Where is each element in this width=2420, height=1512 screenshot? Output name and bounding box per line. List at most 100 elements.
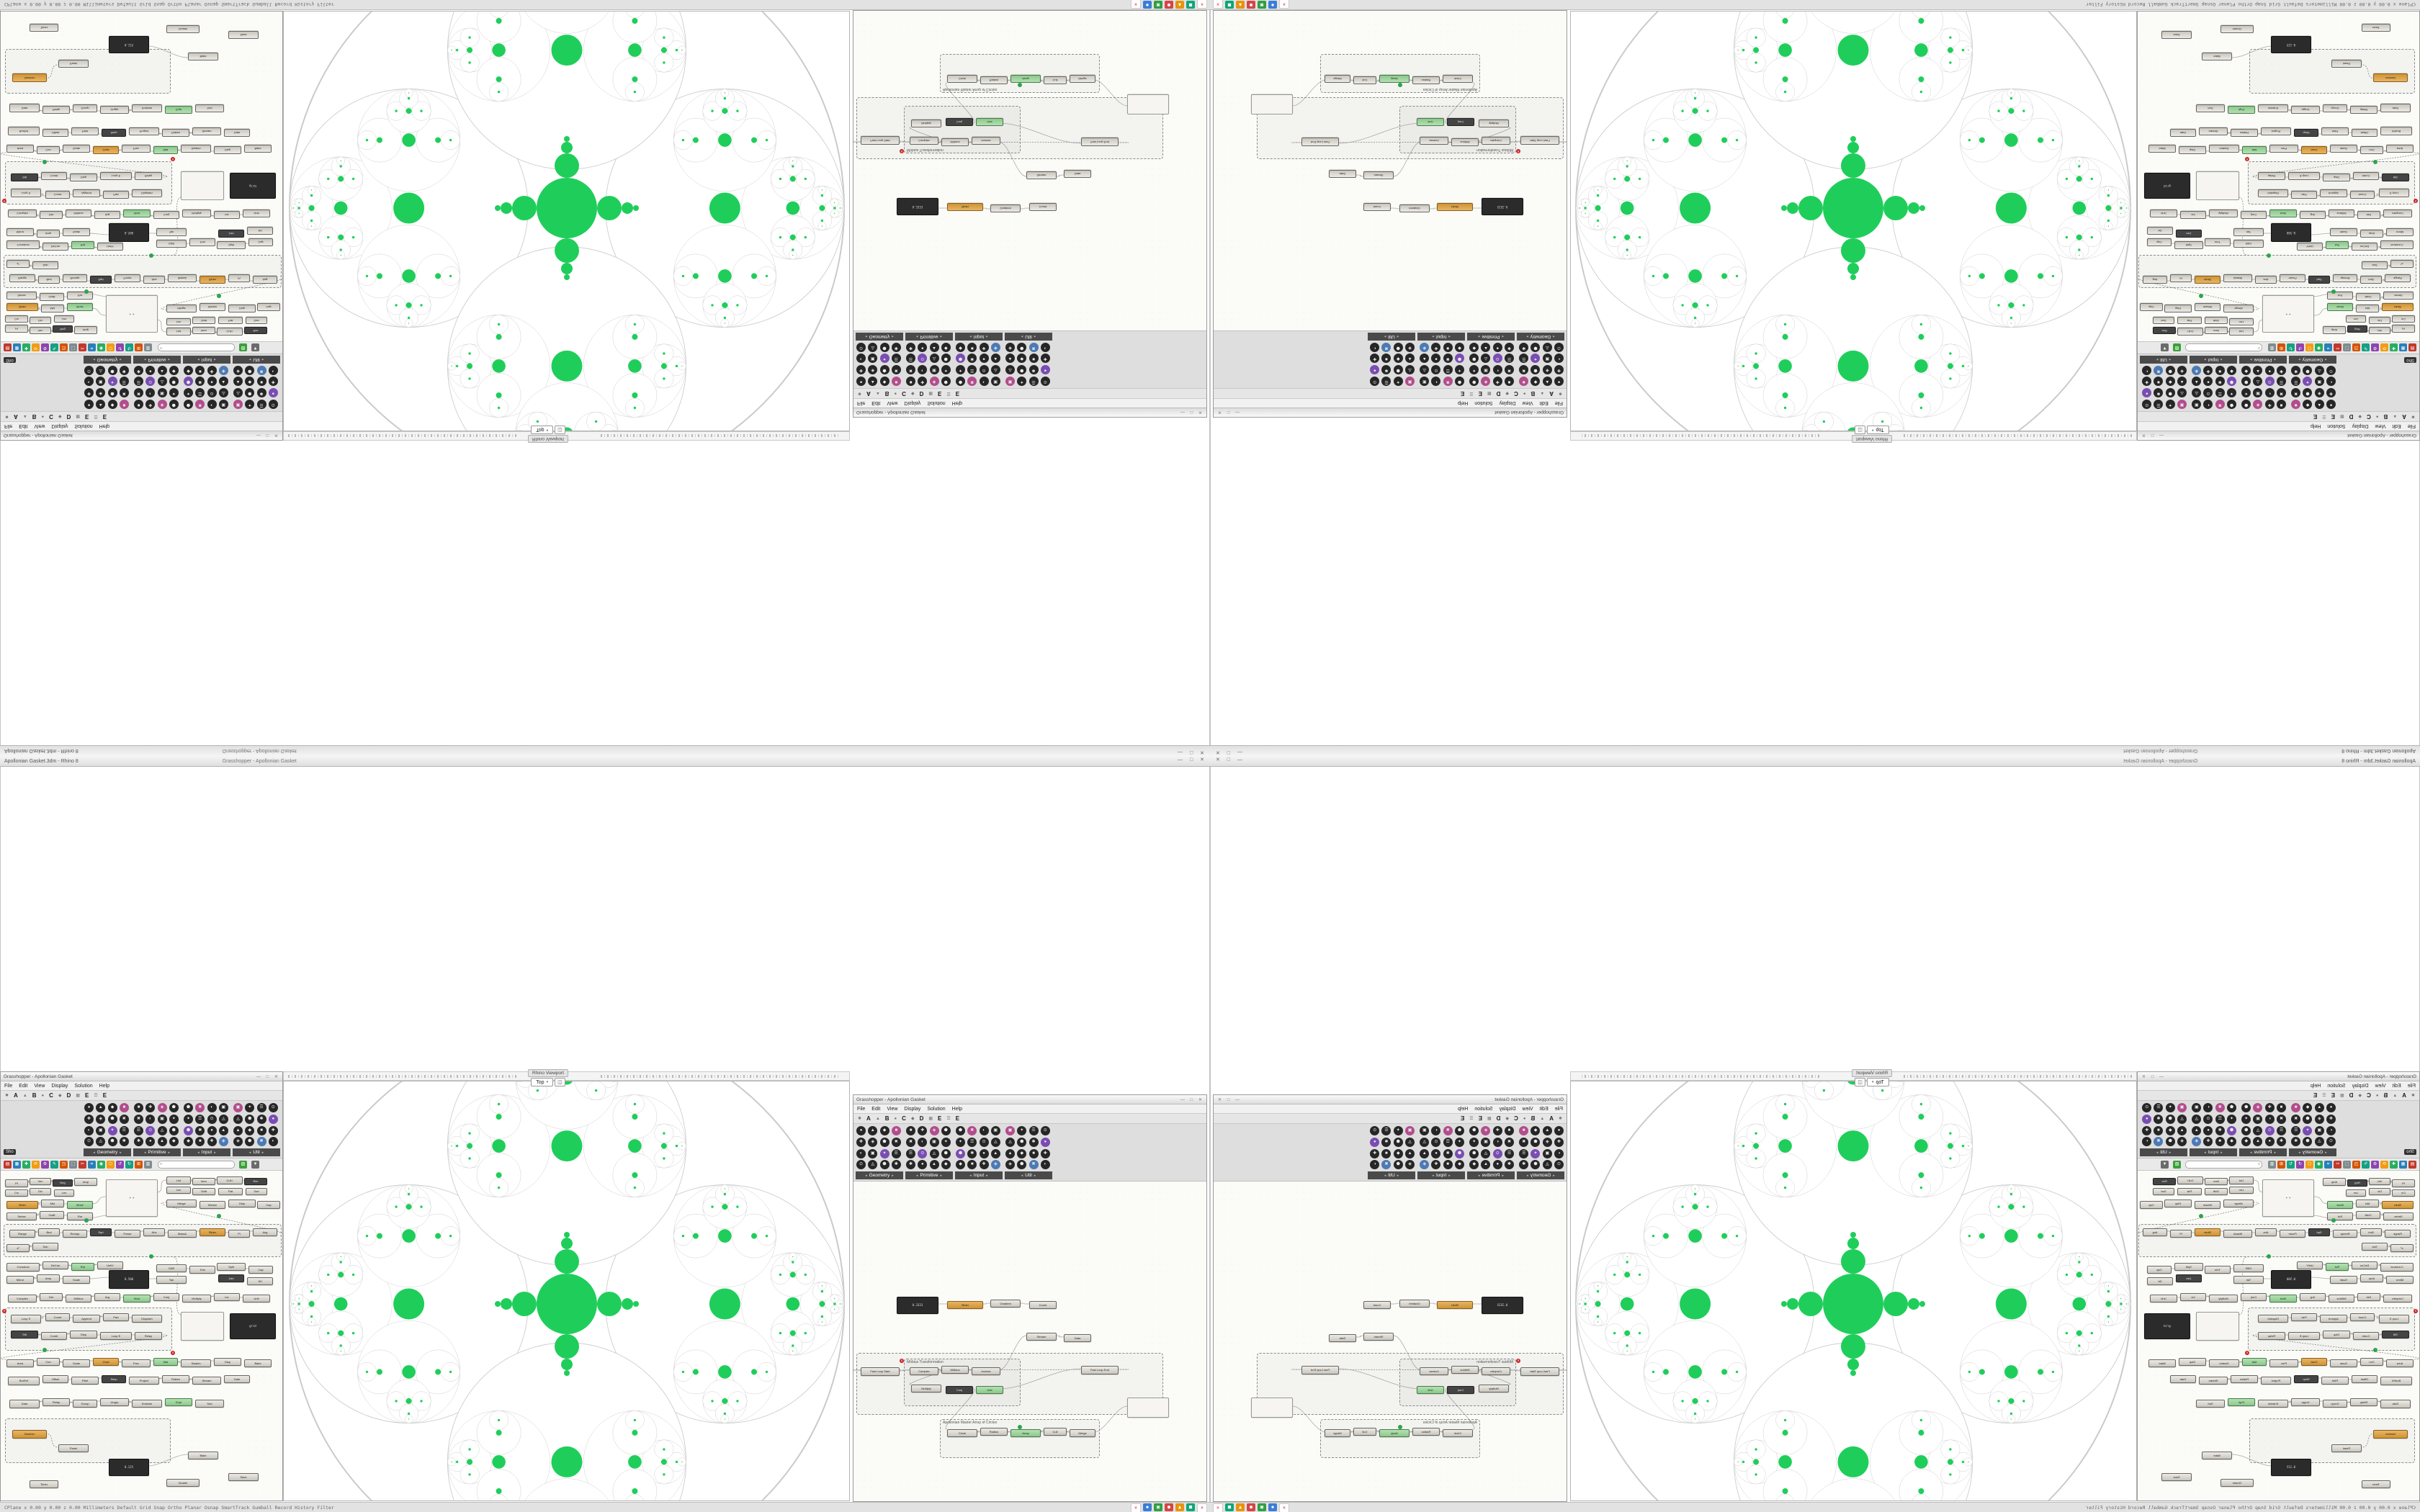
gh-component[interactable]: Remap — [63, 1230, 87, 1238]
component-icon[interactable]: ◐ — [268, 1137, 278, 1147]
gh-component[interactable]: 0.500 — [109, 1270, 149, 1289]
gh-component[interactable]: Tan — [156, 228, 187, 236]
gh-component[interactable]: Comb — [41, 172, 67, 180]
tab-icon[interactable]: ▲ — [1540, 391, 1545, 396]
tab-e[interactable]: E — [938, 390, 942, 397]
component-icon[interactable]: ▲ — [157, 365, 167, 375]
component-icon[interactable]: ✦ — [184, 1114, 193, 1124]
gh-component[interactable]: Number — [12, 73, 47, 82]
gh-component[interactable]: Amp — [37, 1274, 60, 1282]
gh-component[interactable]: Scale — [2330, 228, 2357, 236]
grasshopper-window-buttons[interactable]: — □ ✕ — [256, 433, 280, 438]
gh-component[interactable]: Part — [2291, 1313, 2317, 1321]
tab-c[interactable]: C — [1514, 390, 1518, 397]
gh-component[interactable]: Count — [1363, 1301, 1391, 1309]
tab-icon[interactable]: ◆ — [58, 1094, 62, 1098]
gh-component[interactable]: Circle — [1443, 1429, 1473, 1437]
gh-component[interactable]: Abs — [2255, 276, 2277, 284]
gh-component[interactable]: Crv — [5, 1189, 28, 1197]
gh-file-icon[interactable]: ▧ — [239, 1160, 247, 1169]
toolbar-icon[interactable]: ◉ — [97, 343, 105, 352]
gh-component[interactable]: Prev — [2269, 1359, 2298, 1367]
gh-component[interactable]: Weave — [2195, 1201, 2220, 1209]
component-icon[interactable]: ☰ — [1519, 1148, 1529, 1158]
viewport-tab-top[interactable]: Top ▾ — [1866, 1078, 1889, 1086]
component-icon[interactable]: ✖ — [1028, 1160, 1039, 1170]
component-icon[interactable]: ✖ — [891, 1137, 901, 1147]
gh-component[interactable]: UnitY — [97, 1261, 123, 1269]
component-icon[interactable]: ✱ — [1381, 1137, 1392, 1147]
component-icon[interactable]: ✱ — [256, 388, 266, 398]
component-icon[interactable]: ✱ — [195, 1125, 205, 1135]
gh-component[interactable]: Slider — [2382, 1201, 2414, 1209]
toolbar-icon[interactable]: ⚙ — [41, 343, 49, 352]
gh-component[interactable]: Neg — [53, 325, 73, 333]
component-icon[interactable]: ⬟ — [1393, 1160, 1403, 1170]
component-icon[interactable]: ◐ — [918, 1137, 928, 1147]
gh-component[interactable]: Data — [9, 1400, 40, 1408]
component-icon[interactable]: ◐ — [979, 377, 989, 386]
component-icon[interactable]: ▣ — [1420, 1126, 1430, 1135]
viewport-canvas[interactable] — [283, 11, 850, 431]
toolbar-icon[interactable]: ↺ — [2296, 1160, 2304, 1169]
component-icon[interactable]: ⬟ — [1531, 1137, 1541, 1147]
gh-component[interactable]: Complex — [2383, 1295, 2412, 1302]
gh-component[interactable]: Append — [2320, 189, 2347, 197]
gh-component[interactable]: Srf — [2147, 227, 2173, 235]
gh-component[interactable]: Range — [2385, 1230, 2411, 1238]
gh-component[interactable]: Array — [1379, 1429, 1410, 1437]
toolbar-icon[interactable]: ✚ — [2390, 343, 2398, 352]
menu-item-view[interactable]: View — [887, 1106, 898, 1112]
gh-component[interactable]: Expl — [2228, 106, 2255, 114]
component-icon[interactable]: ◐ — [1431, 1126, 1441, 1135]
gh-component[interactable]: Rot — [2326, 1263, 2349, 1271]
component-icon[interactable]: ● — [2142, 388, 2152, 398]
gh-component[interactable]: Cap — [257, 1201, 280, 1209]
tab-icon[interactable]: ☰ — [2322, 414, 2326, 418]
gh-component[interactable]: Timer — [2362, 24, 2390, 32]
gh-component[interactable]: Ungrp — [100, 106, 129, 114]
gh-component[interactable]: Cull i — [217, 328, 243, 336]
component-icon[interactable]: ● — [918, 342, 928, 352]
component-icon[interactable]: ■ — [1519, 1126, 1529, 1135]
gh-component[interactable]: Project — [2261, 127, 2291, 135]
component-icon[interactable]: ◬ — [96, 365, 106, 375]
component-icon[interactable]: ◬ — [990, 365, 1000, 375]
component-icon[interactable]: ◬ — [1005, 1137, 1015, 1147]
component-icon[interactable]: ⊙ — [1431, 1137, 1441, 1147]
gh-component[interactable]: Cen — [37, 146, 60, 154]
component-icon[interactable]: ✱ — [119, 1137, 129, 1147]
gh-component[interactable]: Sift — [11, 174, 38, 181]
component-icon[interactable]: ✖ — [891, 365, 901, 375]
menu-item-file[interactable]: File — [857, 1106, 866, 1112]
gh-component[interactable]: Sort — [2153, 1188, 2174, 1195]
tab-d[interactable]: D — [66, 1092, 71, 1099]
menu-item-solution[interactable]: Solution — [927, 400, 946, 406]
tab-icon[interactable]: ▲ — [2393, 414, 2398, 419]
gh-component[interactable]: Flat — [2177, 1188, 2202, 1195]
palette-group-label[interactable]: ◂ Input ▸ — [183, 356, 230, 364]
gh-component[interactable]: Circle — [1443, 75, 1473, 83]
component-icon[interactable]: ⊙ — [856, 1160, 866, 1170]
gh-component[interactable]: Stream — [192, 1377, 221, 1385]
gh-component[interactable]: 0.125 — [109, 36, 149, 53]
tab-icon[interactable]: ▲ — [22, 414, 27, 419]
viewport-tab-top[interactable]: Top ▾ — [1866, 426, 1889, 434]
menu-item-file[interactable]: File — [2407, 423, 2416, 429]
viewport-grid-button[interactable]: ◫ — [555, 426, 565, 434]
component-icon[interactable]: ⬢ — [2303, 365, 2313, 375]
component-icon[interactable]: ✚ — [1492, 1126, 1502, 1135]
tab-d[interactable]: D — [919, 1115, 924, 1122]
component-icon[interactable]: ▲ — [233, 377, 243, 387]
toolbar-icon[interactable]: ⊞ — [135, 1160, 143, 1169]
component-icon[interactable]: ◈ — [1420, 1160, 1430, 1170]
component-icon[interactable]: ✱ — [906, 342, 915, 352]
component-icon[interactable]: ✖ — [256, 365, 266, 375]
component-icon[interactable]: ✱ — [256, 1114, 266, 1124]
gh-component[interactable]: Flatten — [2231, 1375, 2258, 1383]
tab-d[interactable]: D — [66, 413, 71, 420]
component-icon[interactable]: ✱ — [891, 342, 901, 352]
gh-component[interactable]: Inverse — [972, 1367, 1000, 1375]
component-icon[interactable]: ✦ — [245, 1103, 255, 1112]
component-icon[interactable]: ■ — [1443, 342, 1453, 352]
